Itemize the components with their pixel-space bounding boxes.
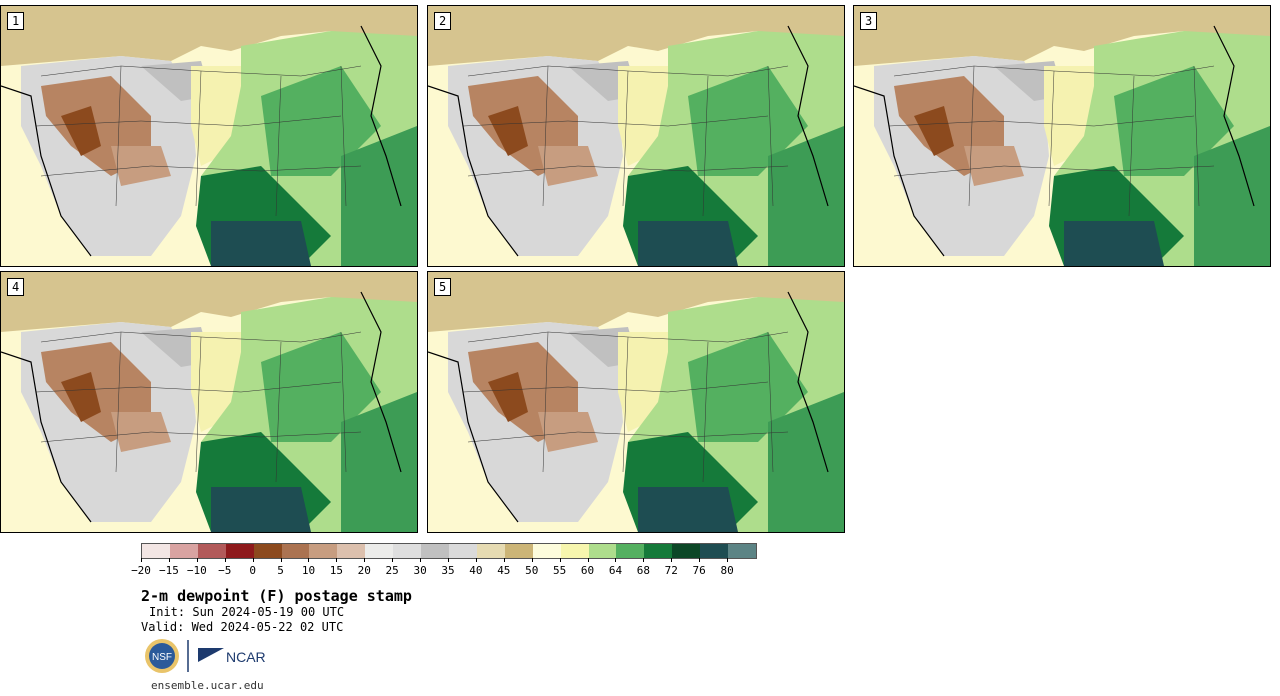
site-url: ensemble.ucar.edu: [151, 679, 264, 692]
map-panel-4: 4: [0, 271, 418, 533]
dewpoint-map: [854, 6, 1270, 266]
panel-label: 4: [7, 278, 25, 296]
dewpoint-map: [428, 272, 844, 532]
colorbar-tick: [671, 558, 673, 562]
nsf-logo-text: NSF: [152, 652, 172, 663]
colorbar-tick-label: 76: [692, 564, 706, 577]
colorbar-tick: [420, 558, 422, 562]
colorbar-tick: [141, 558, 142, 562]
figure-title: 2-m dewpoint (F) postage stamp: [141, 587, 412, 605]
colorbar-tick-label: 30: [413, 564, 427, 577]
colorbar-tick: [196, 558, 198, 562]
colorbar-segment: [309, 544, 338, 558]
colorbar-tick-label: −15: [158, 564, 179, 577]
colorbar-segment: [421, 544, 449, 558]
colorbar-tick-label: 68: [636, 564, 650, 577]
colorbar-tick-label: 20: [357, 564, 371, 577]
dewpoint-map: [1, 272, 417, 532]
colorbar-segment: [393, 544, 422, 558]
panel-label: 5: [434, 278, 452, 296]
colorbar-tick: [559, 558, 561, 562]
colorbar-segment: [281, 544, 310, 558]
colorbar-segment: [644, 544, 673, 558]
colorbar-tick: [280, 558, 282, 562]
colorbar-segment: [253, 544, 282, 558]
colorbar-tick: [448, 558, 449, 562]
colorbar-tick-label: 10: [301, 564, 316, 577]
init-time: Init: Sun 2024-05-19 00 UTC: [149, 605, 345, 619]
colorbar-tick-label: 64: [608, 564, 623, 577]
colorbar-tick-label: 15: [329, 564, 343, 577]
dewpoint-map: [1, 6, 417, 266]
colorbar-segment: [448, 544, 477, 558]
colorbar-segment: [365, 544, 394, 558]
colorbar-tick: [699, 558, 701, 562]
colorbar-tick-label: 72: [664, 564, 678, 577]
colorbar-tick-label: −5: [218, 564, 232, 577]
panel-label: 2: [434, 12, 452, 30]
map-panel-5: 5: [427, 271, 845, 533]
ncar-logo-text: NCAR: [226, 649, 266, 665]
colorbar-tick: [168, 558, 170, 562]
colorbar-tick-label: 80: [720, 564, 734, 577]
colorbar-tick: [531, 558, 533, 562]
map-panel-1: 1: [0, 5, 418, 267]
colorbar-tick: [308, 558, 310, 562]
colorbar-tick-label: 40: [469, 564, 483, 577]
colorbar-segment: [700, 544, 729, 558]
colorbar-ticks: −20 −15 −10 −5 0 5 10 15 20 25 30 35 40 45 50 55 60 64 68 7…: [131, 558, 755, 578]
colorbar-segment: [588, 544, 617, 558]
panel-label: 1: [7, 12, 25, 30]
colorbar-tick-label: −10: [186, 564, 207, 577]
colorbar-segment: [197, 544, 226, 558]
colorbar-tick-label: −20: [131, 564, 151, 577]
colorbar-segment: [728, 544, 756, 558]
colorbar-segment: [337, 544, 366, 558]
colorbar-tick-label: 45: [497, 564, 511, 577]
colorbar-segment: [225, 544, 254, 558]
colorbar-tick: [252, 558, 254, 562]
colorbar-tick: [475, 558, 477, 562]
colorbar-tick-label: 55: [553, 564, 567, 577]
colorbar-segment: [560, 544, 589, 558]
colorbar-segment: [504, 544, 533, 558]
colorbar-tick: [224, 558, 226, 562]
colorbar-segment: [142, 544, 170, 558]
panel-label: 3: [860, 12, 878, 30]
valid-time: Valid: Wed 2024-05-22 02 UTC: [141, 620, 344, 634]
colorbar-segment: [616, 544, 645, 558]
colorbar-segment: [532, 544, 561, 558]
colorbar-tick-label: 60: [580, 564, 595, 577]
ncar-logo: NCAR: [198, 648, 266, 665]
map-panel-2: 2: [427, 5, 845, 267]
colorbar-tick: [587, 558, 589, 562]
colorbar-tick: [392, 558, 394, 562]
colorbar-tick: [364, 558, 366, 562]
colorbar-segment: [672, 544, 701, 558]
colorbar-segment: [169, 544, 198, 558]
colorbar-tick-label: 35: [441, 564, 455, 577]
colorbar-tick: [503, 558, 505, 562]
colorbar-tick: [336, 558, 338, 562]
dewpoint-map: [428, 6, 844, 266]
colorbar: [141, 543, 757, 559]
colorbar-segment: [476, 544, 505, 558]
colorbar-tick-label: 50: [525, 564, 539, 577]
logos: NSF NCAR: [145, 639, 266, 673]
colorbar-tick: [727, 558, 729, 562]
colorbar-tick-label: 5: [277, 564, 284, 577]
colorbar-tick: [643, 558, 645, 562]
nsf-logo: NSF: [145, 639, 179, 673]
colorbar-tick-label: 0: [249, 564, 256, 577]
colorbar-tick: [615, 558, 617, 562]
colorbar-tick-label: 25: [385, 564, 399, 577]
map-panel-3: 3: [853, 5, 1271, 267]
